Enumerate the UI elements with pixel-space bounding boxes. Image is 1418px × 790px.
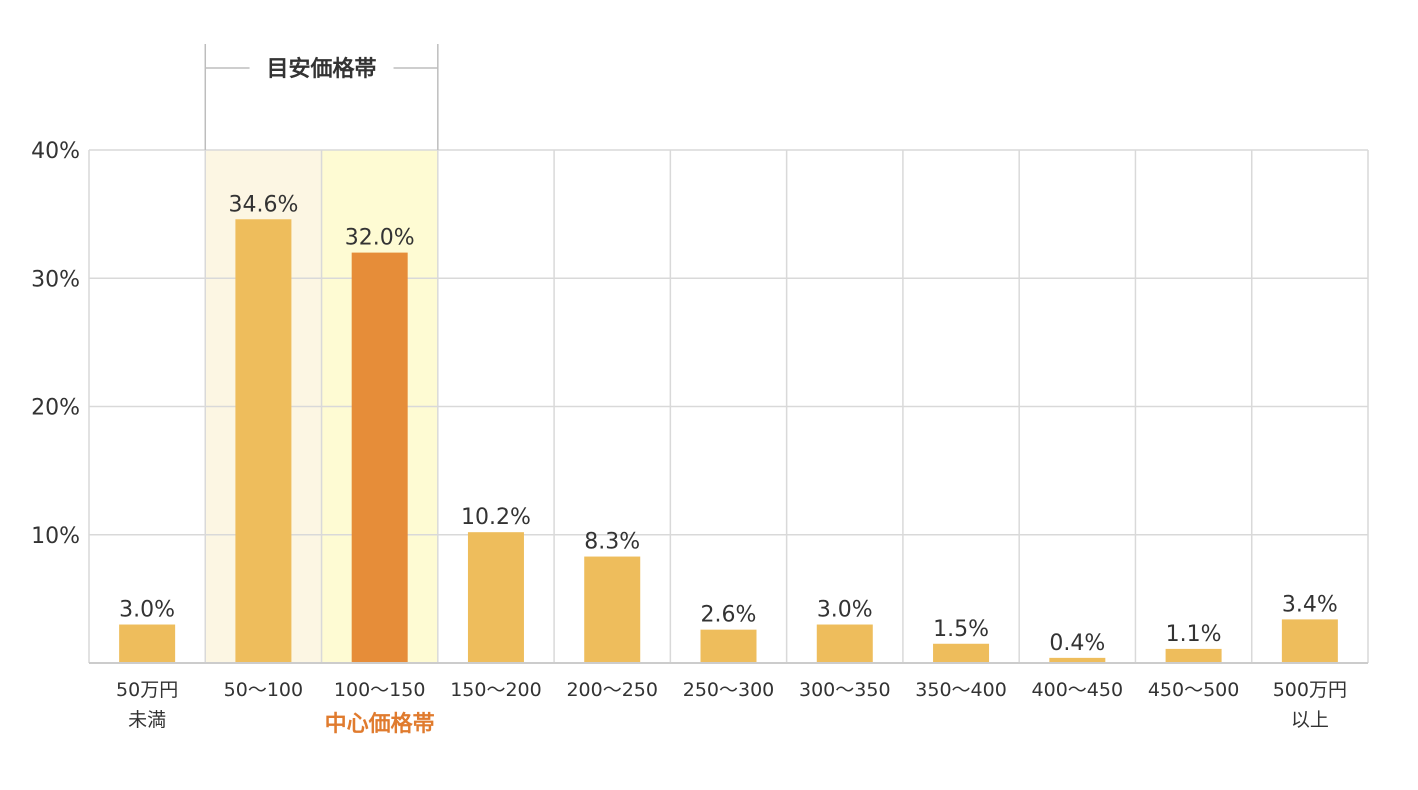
x-tick-label: 300〜350 — [799, 679, 891, 701]
bar — [1281, 619, 1338, 663]
bars — [119, 219, 1338, 663]
data-label: 0.4% — [1049, 631, 1105, 656]
data-label: 3.0% — [119, 598, 175, 623]
data-label: 3.4% — [1282, 592, 1338, 617]
x-tick-label: 350〜400 — [915, 679, 1007, 701]
bar — [1049, 657, 1106, 663]
bar — [933, 643, 990, 663]
axes: 10% 20% 30% 40% 50万円未満 50〜100 100〜150 150〜200 20… — [31, 139, 1368, 731]
y-tick-label: 10% — [31, 524, 80, 549]
data-labels: 3.0% 34.6% 32.0% 10.2% 8.3% 2.6% 3.0% 1.5% 0.4% 1… — [119, 192, 1338, 656]
y-tick-label: 40% — [31, 139, 80, 164]
x-tick-label: 250〜300 — [683, 679, 775, 701]
y-tick-label: 20% — [31, 396, 80, 421]
data-label: 10.2% — [461, 505, 531, 530]
x-tick-label: 450〜500 — [1148, 679, 1240, 701]
data-label: 1.5% — [933, 617, 989, 642]
guide-range-label: 目安価格帯 — [267, 56, 377, 82]
x-tick-label: 100〜150 — [334, 679, 426, 701]
bar — [119, 624, 176, 663]
bar — [1165, 648, 1222, 663]
data-label: 34.6% — [228, 192, 298, 217]
x-tick-label: 400〜450 — [1032, 679, 1124, 701]
data-label: 1.1% — [1166, 622, 1222, 647]
center-range-label: 中心価格帯 — [325, 711, 435, 737]
bar — [584, 556, 641, 663]
data-label: 8.3% — [584, 530, 640, 555]
x-tick-label: 50〜100 — [224, 679, 303, 701]
bar — [235, 219, 292, 663]
x-tick-label: 50万円未満 — [116, 679, 178, 731]
y-tick-label: 30% — [31, 267, 80, 292]
grid — [88, 149, 1369, 663]
bar — [816, 624, 873, 663]
data-label: 3.0% — [817, 598, 873, 623]
bar — [700, 629, 757, 663]
x-tick-label: 500万円以上 — [1273, 679, 1347, 731]
x-tick-label: 200〜250 — [566, 679, 658, 701]
bar — [351, 252, 408, 663]
bar — [467, 532, 524, 663]
data-label: 32.0% — [345, 226, 415, 251]
x-tick-label: 150〜200 — [450, 679, 542, 701]
data-label: 2.6% — [701, 603, 757, 628]
